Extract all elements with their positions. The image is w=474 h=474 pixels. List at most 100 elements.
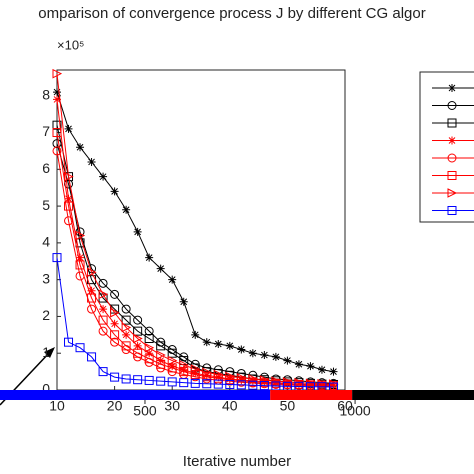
y-tick-label: 6 xyxy=(42,160,50,176)
marker xyxy=(121,315,131,325)
marker xyxy=(202,379,212,389)
marker xyxy=(271,352,280,361)
y-tick-label: 8 xyxy=(42,86,50,102)
marker xyxy=(144,354,154,364)
marker xyxy=(144,334,154,344)
marker xyxy=(191,330,200,339)
marker xyxy=(306,362,315,371)
x-tick-label: 50 xyxy=(280,398,296,414)
marker xyxy=(271,381,281,391)
marker xyxy=(167,363,177,373)
marker xyxy=(236,380,246,390)
marker xyxy=(317,365,326,374)
y-tick-label: 7 xyxy=(42,123,50,139)
series-line xyxy=(56,99,334,386)
y-tick-label: 3 xyxy=(42,270,50,286)
marker xyxy=(202,338,211,347)
marker xyxy=(144,342,155,353)
marker xyxy=(144,375,154,385)
marker xyxy=(110,330,120,340)
marker xyxy=(248,349,257,358)
marker xyxy=(76,143,85,152)
marker xyxy=(98,367,108,377)
marker xyxy=(167,348,177,358)
marker xyxy=(64,171,74,182)
marker xyxy=(271,376,281,386)
marker xyxy=(121,322,132,333)
marker xyxy=(87,157,96,166)
marker xyxy=(179,367,189,377)
series-line xyxy=(56,150,334,387)
marker xyxy=(87,267,97,278)
marker xyxy=(98,289,109,300)
x-tick-label: 500 xyxy=(133,403,157,419)
marker xyxy=(64,201,74,211)
y-tick-label: 0 xyxy=(42,381,50,397)
marker xyxy=(110,289,120,299)
marker xyxy=(236,373,247,383)
marker xyxy=(133,341,142,350)
marker xyxy=(156,376,166,386)
marker xyxy=(133,348,143,358)
marker xyxy=(237,345,246,354)
marker xyxy=(214,340,223,349)
marker xyxy=(213,379,223,389)
marker xyxy=(259,381,269,391)
x-tick-label: 40 xyxy=(222,398,238,414)
marker xyxy=(145,349,154,358)
legend-marker xyxy=(447,188,458,198)
legend-marker xyxy=(447,206,457,215)
legend-marker xyxy=(447,101,457,110)
series-line xyxy=(56,143,334,384)
marker xyxy=(294,360,303,369)
series-line xyxy=(56,257,334,388)
plot-frame xyxy=(56,69,346,391)
marker xyxy=(110,187,119,196)
marker xyxy=(191,369,200,378)
marker xyxy=(75,260,85,270)
marker xyxy=(52,120,62,130)
marker xyxy=(75,230,86,241)
marker xyxy=(190,364,201,374)
marker xyxy=(156,350,166,360)
marker xyxy=(53,95,61,104)
marker xyxy=(122,330,131,339)
marker xyxy=(87,352,97,362)
marker xyxy=(260,351,269,360)
marker xyxy=(121,341,131,351)
marker xyxy=(167,355,178,366)
marker xyxy=(64,124,73,133)
y-tick-label: 4 xyxy=(42,234,50,250)
marker xyxy=(225,371,235,382)
marker xyxy=(110,319,119,328)
series-line xyxy=(56,125,334,385)
marker xyxy=(225,374,234,383)
marker xyxy=(99,305,108,314)
marker xyxy=(52,253,62,263)
marker xyxy=(87,293,97,303)
marker xyxy=(179,360,189,370)
marker xyxy=(110,307,120,318)
marker xyxy=(98,326,108,336)
x-tick-label: 1000 xyxy=(340,403,371,419)
marker xyxy=(121,304,131,314)
marker xyxy=(145,253,154,262)
series-line xyxy=(56,91,334,373)
marker xyxy=(133,333,143,344)
marker xyxy=(168,362,177,371)
marker xyxy=(133,315,143,325)
marker xyxy=(75,343,85,353)
marker xyxy=(156,359,166,369)
y-tick-label: 5 xyxy=(42,197,50,213)
x-axis-label: Iterative number xyxy=(183,453,291,470)
marker xyxy=(121,374,131,384)
marker xyxy=(225,379,235,389)
chart-title: omparison of convergence process J by di… xyxy=(38,5,425,22)
marker xyxy=(110,337,120,347)
marker xyxy=(190,378,200,388)
marker xyxy=(87,286,96,295)
marker xyxy=(156,264,165,273)
legend-marker xyxy=(447,153,457,163)
legend-marker xyxy=(447,171,457,180)
